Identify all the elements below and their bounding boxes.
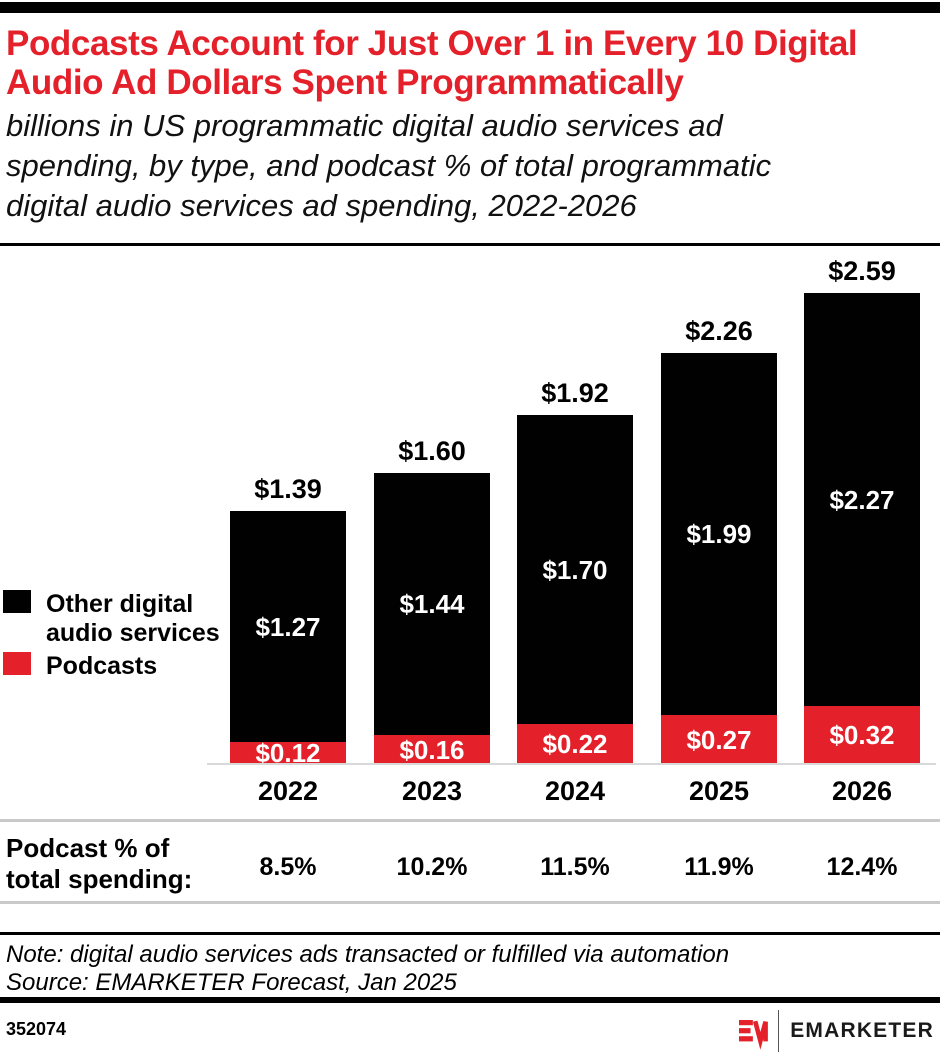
bar-podcast-label-2023: $0.16	[399, 735, 465, 765]
legend-swatch-podcasts	[3, 652, 31, 675]
bar-segment-podcasts-2025	[661, 715, 777, 764]
bar-segment-other-2025	[661, 353, 777, 715]
bar-podcast-label-2024: $0.22	[542, 729, 608, 759]
bar-other-label-2022: $1.27	[255, 612, 321, 642]
legend-item-other: Other digital audio services	[3, 590, 241, 648]
bar-other-label-2024: $1.70	[542, 555, 608, 585]
x-axis-label-2023: 2023	[401, 776, 463, 806]
page-subtitle-line-3: digital audio services ad spending, 2022…	[6, 188, 637, 223]
bar-other-label-2026: $2.27	[829, 485, 895, 515]
x-axis-label-2026: 2026	[831, 776, 893, 806]
bar-segment-podcasts-2026	[804, 706, 920, 764]
bar-total-label-2023: $1.60	[398, 436, 466, 466]
bar-segment-other-2026	[804, 293, 920, 706]
bar-segment-podcasts-2023	[374, 735, 490, 764]
bar-total-label-2022: $1.39	[254, 474, 322, 504]
legend-item-podcasts: Podcasts	[3, 652, 241, 681]
percent-row-label-line-1: Podcast % of	[6, 833, 170, 863]
percent-value-2024: 11.5%	[540, 853, 610, 881]
percent-value-2025: 11.9%	[684, 853, 754, 881]
legend-label-podcasts: Podcasts	[46, 652, 158, 680]
bar-segment-podcasts-2024	[517, 724, 633, 764]
chart-id: 352074	[6, 1019, 67, 1039]
emarketer-logo: EMARKETER	[739, 1008, 934, 1054]
emarketer-wordmark: EMARKETER	[790, 1019, 934, 1042]
bar-other-label-2025: $1.99	[686, 519, 752, 549]
bar-total-label-2026: $2.59	[828, 256, 896, 286]
percent-value-2023: 10.2%	[396, 853, 468, 881]
top-black-bar	[0, 2, 940, 13]
bar-total-label-2024: $1.92	[541, 378, 609, 408]
bar-segment-other-2023	[374, 473, 490, 735]
percent-value-2026: 12.4%	[826, 853, 898, 881]
bar-total-label-2025: $2.26	[685, 316, 753, 346]
emarketer-em-mark-icon	[739, 1020, 768, 1050]
bar-segment-other-2024	[517, 415, 633, 724]
bar-podcast-label-2025: $0.27	[686, 725, 752, 755]
percent-row-label-line-2: total spending:	[6, 864, 193, 894]
logo-divider	[778, 1010, 780, 1052]
x-axis-label-2022: 2022	[257, 776, 319, 806]
footer-rule	[0, 997, 940, 1003]
bar-segment-podcasts-2022	[230, 742, 346, 764]
legend-swatch-other	[3, 590, 31, 613]
percent-row-top-rule	[0, 819, 940, 822]
page-subtitle-line-2: spending, by type, and podcast % of tota…	[6, 148, 772, 183]
footnote-top-rule	[0, 932, 940, 935]
header-divider	[0, 243, 940, 246]
bar-other-label-2023: $1.44	[399, 589, 465, 619]
page-title-line-2: Audio Ad Dollars Spent Programmatically	[6, 63, 684, 102]
x-axis-label-2024: 2024	[544, 776, 606, 806]
bar-podcast-label-2026: $0.32	[829, 720, 895, 750]
percent-value-2022: 8.5%	[259, 853, 317, 881]
note-text: Note: digital audio services ads transac…	[6, 941, 730, 968]
page-title-line-1: Podcasts Account for Just Over 1 in Ever…	[6, 24, 858, 63]
x-axis-label-2025: 2025	[688, 776, 750, 806]
legend-label-other: Other digital audio services	[46, 590, 220, 647]
page-subtitle-line-1: billions in US programmatic digital audi…	[6, 108, 723, 143]
source-text: Source: EMARKETER Forecast, Jan 2025	[6, 969, 457, 996]
percent-row-bottom-rule	[0, 901, 940, 904]
x-axis-line	[207, 763, 936, 765]
bar-segment-other-2022	[230, 511, 346, 742]
